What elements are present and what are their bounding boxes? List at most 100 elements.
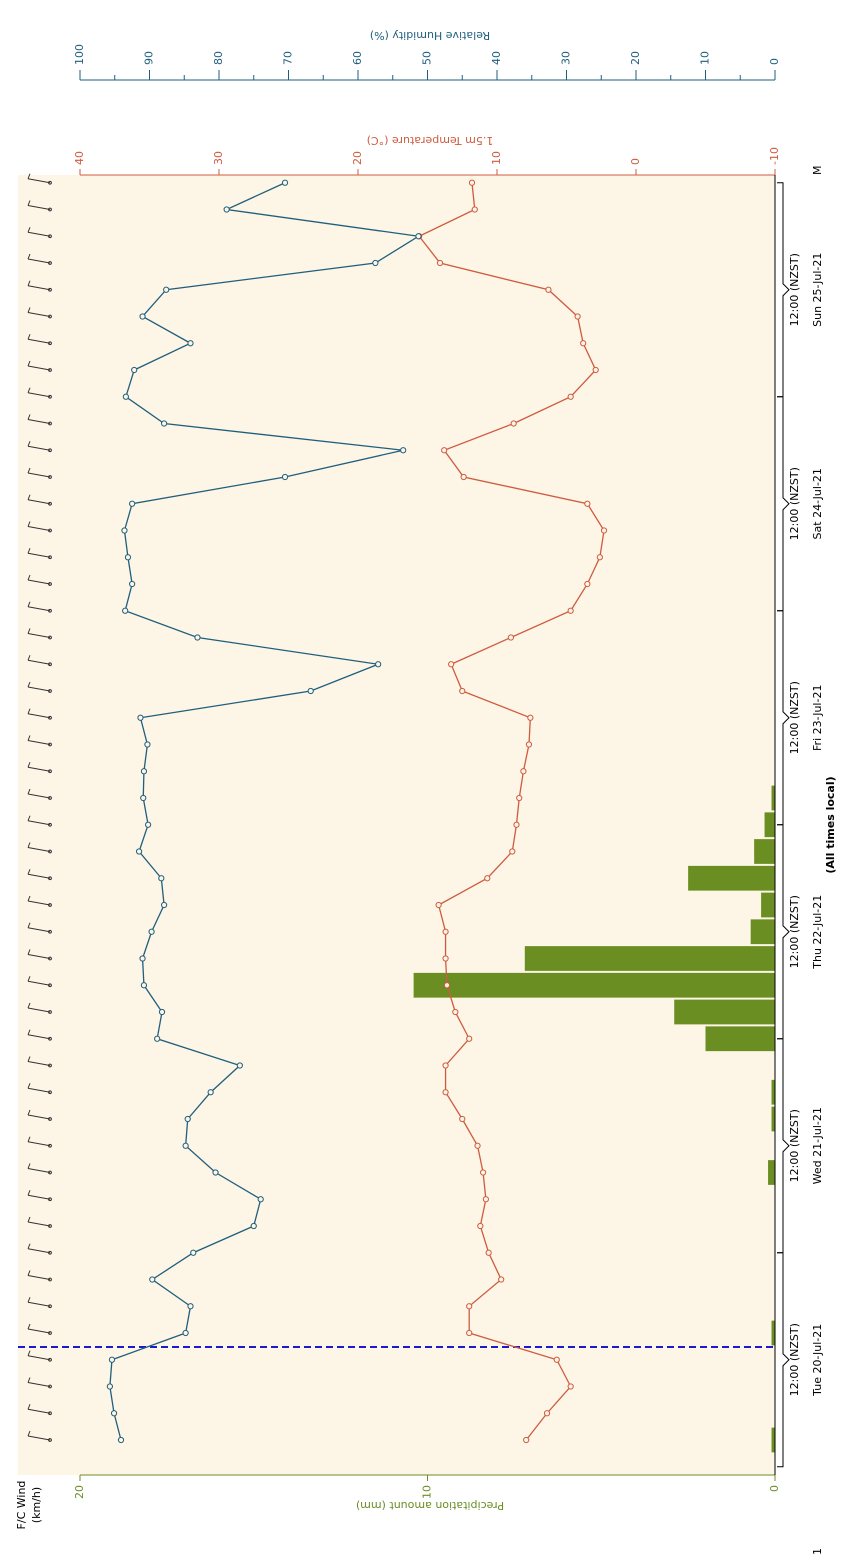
wind-barb-tick <box>27 414 31 420</box>
rh-tick-label: 30 <box>560 51 573 65</box>
wind-barb-tick <box>27 601 31 607</box>
wind-barb <box>27 1301 51 1307</box>
x-tick-label: 12:00 (NZST) <box>788 1109 801 1182</box>
wind-barb-tick <box>27 280 31 286</box>
series-point <box>452 1008 459 1016</box>
precip-tick-label: 20 <box>73 1485 86 1499</box>
series-point <box>140 982 148 989</box>
wind-barb-tick <box>27 1350 31 1356</box>
series-point <box>442 928 449 935</box>
wind-barb <box>27 499 51 505</box>
precip-bar <box>761 892 775 918</box>
wind-barb-dot <box>48 582 52 586</box>
wind-barb-dot <box>48 1010 52 1014</box>
series-line <box>109 182 421 1441</box>
series-point <box>236 1062 243 1069</box>
wind-barb-tick <box>27 334 31 340</box>
wind-barb-tick <box>27 1136 31 1142</box>
temp-axis-title: 1.5m Temperature (°C) <box>367 134 494 147</box>
wind-barb-tick <box>27 842 31 848</box>
series-point <box>281 179 289 186</box>
precip-bar <box>688 865 775 891</box>
rh-tick-label: 90 <box>143 51 156 65</box>
series-point <box>140 768 148 775</box>
series-point <box>117 1436 125 1444</box>
rh-axis-title: Relative Humidity (%) <box>370 29 490 42</box>
series-point <box>509 848 516 855</box>
wind-barb <box>27 713 51 719</box>
series-line <box>418 182 605 1441</box>
precip-tick-label: 0 <box>768 1485 781 1492</box>
wind-barb-dot <box>48 1197 52 1202</box>
wind-barb-tick <box>27 467 31 474</box>
series-point <box>207 1089 214 1096</box>
series-point <box>163 286 170 293</box>
wind-barb-dot <box>48 394 52 399</box>
day-label: Wed 21-Jul-21 <box>811 1107 824 1184</box>
temp-tick-label: 0 <box>629 158 642 165</box>
wind-barb-tick <box>27 1377 31 1383</box>
day-label: Fri 23-Jul-21 <box>811 685 824 751</box>
wind-barb-dot <box>48 742 52 747</box>
wind-barb-tick <box>27 1243 31 1249</box>
wind-barb-tick <box>27 521 31 527</box>
wind-barb-dot <box>48 1384 52 1389</box>
precip-bar <box>771 1320 776 1346</box>
x-tick-label: 12:00 (NZST) <box>788 253 801 326</box>
wind-barb-dot <box>48 1357 52 1362</box>
series-point <box>375 661 382 668</box>
series-point <box>187 1303 194 1310</box>
rh-tick-label: 70 <box>282 51 295 65</box>
wind-barb <box>27 927 51 933</box>
plot-background <box>18 175 775 1475</box>
wind-barb <box>27 552 51 558</box>
wind-barb-tick <box>27 895 31 902</box>
temp-tick-label: -10 <box>768 147 781 165</box>
series-point <box>474 1142 481 1149</box>
series-point <box>129 500 136 507</box>
series-point <box>137 714 144 721</box>
wind-barb-dot <box>48 1438 52 1442</box>
wind-barb-dot <box>48 1331 52 1335</box>
rh-tick-label: 50 <box>421 51 434 65</box>
wind-barb-tick <box>27 200 31 206</box>
series-point <box>466 1035 473 1042</box>
rh-tick-label: 10 <box>699 51 712 65</box>
wind-barb-tick <box>27 1216 31 1223</box>
wind-barb-tick <box>27 574 31 581</box>
series-point <box>553 1356 560 1363</box>
wind-barb-tick <box>27 1430 31 1437</box>
wind-barb <box>27 1007 51 1013</box>
precip-bar <box>413 972 775 998</box>
precip-bar <box>771 1079 776 1105</box>
series-point <box>442 1089 449 1096</box>
wind-barb-dot <box>48 903 52 907</box>
wind-barb <box>27 258 51 264</box>
wind-barb-dot <box>48 501 52 506</box>
wind-barb-tick <box>27 387 31 393</box>
wind-barb-dot <box>48 261 52 265</box>
wind-barb-dot <box>48 341 52 346</box>
series-point <box>523 1436 530 1444</box>
wind-barb-tick <box>27 1270 31 1276</box>
wind-barb-dot <box>48 876 52 881</box>
rh-tick-label: 0 <box>768 58 781 65</box>
x-axis-title: (All times local) <box>824 776 837 873</box>
wind-barb-tick <box>27 1297 31 1303</box>
series-point <box>144 741 151 748</box>
series-point <box>124 554 132 561</box>
precip-tick-label: 10 <box>421 1485 434 1499</box>
wind-barb-dot <box>48 1304 52 1309</box>
wind-barb-dot <box>48 796 52 800</box>
wind-barb-tick <box>27 869 31 875</box>
wind-barb <box>27 1114 51 1120</box>
series-point <box>600 527 608 534</box>
series-point <box>442 955 449 962</box>
precip-bar <box>771 785 776 811</box>
wind-barb <box>27 793 51 799</box>
wind-barb <box>27 445 51 451</box>
wind-barb-dot <box>48 983 52 988</box>
wind-barb-tick <box>27 1109 31 1116</box>
wind-label: F/C Wind <box>15 1481 28 1530</box>
